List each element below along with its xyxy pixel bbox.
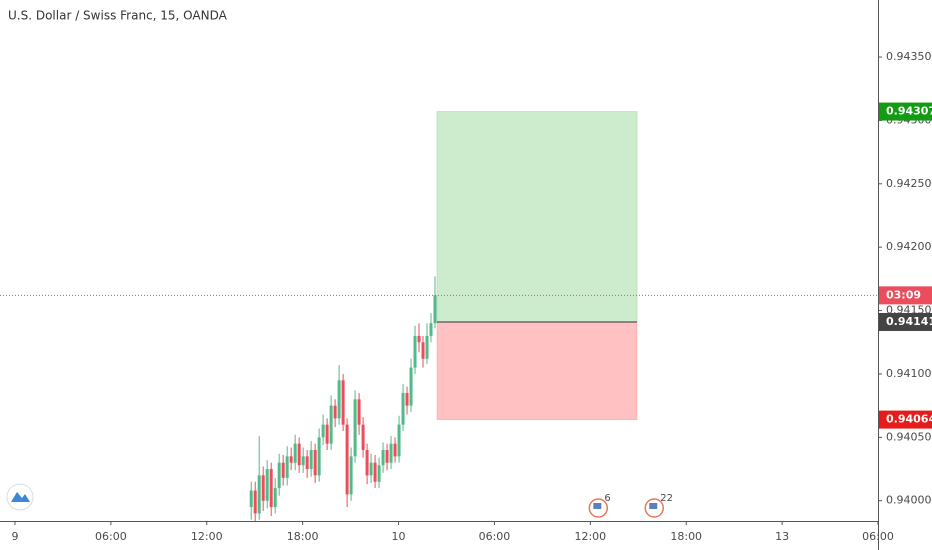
candle-body (429, 323, 433, 336)
candle-body (417, 335, 421, 343)
candle-body (261, 475, 265, 501)
profit-zone (436, 111, 638, 323)
x-tick-label: 06:00 (862, 530, 894, 543)
entry-label-bg (879, 312, 932, 331)
candle-body (381, 450, 385, 466)
candle-body (273, 488, 277, 508)
candle-body (409, 367, 413, 406)
candle-body (313, 450, 317, 476)
candle-body (325, 424, 329, 444)
entry-label: 0.94141 (886, 315, 932, 328)
y-tick-label: 0.94200 (886, 240, 932, 253)
x-tick-label: 10 (392, 530, 406, 543)
stop-label-bg (879, 410, 932, 429)
candle-body (369, 462, 373, 476)
x-tick-label: 06:00 (479, 530, 511, 543)
loss-zone (436, 321, 638, 420)
y-tick-label: 0.94350 (886, 50, 932, 63)
candle-body (357, 399, 361, 425)
event-count: 22 (660, 493, 673, 504)
x-tick-label: 18:00 (670, 530, 702, 543)
candle-body (349, 456, 353, 495)
candle-body (333, 405, 337, 419)
candle-body (373, 462, 377, 482)
candle-body (377, 465, 381, 482)
candle-body (401, 392, 405, 425)
x-tick-label: 06:00 (95, 530, 127, 543)
candle-body (297, 443, 301, 466)
candle-body (433, 295, 437, 324)
candle-body (389, 443, 393, 463)
y-tick-label: 0.94100 (886, 367, 932, 380)
candle-body (281, 462, 285, 478)
candle-body (321, 424, 325, 438)
target-label-bg (879, 102, 932, 121)
x-tick-label: 12:00 (574, 530, 606, 543)
candle-body (293, 443, 297, 463)
candle-body (337, 380, 341, 419)
event-count: 6 (604, 493, 610, 504)
y-tick-label: 0.94250 (886, 177, 932, 190)
candle-body (341, 380, 345, 425)
y-tick-label: 0.94050 (886, 430, 932, 443)
x-tick-label: 12:00 (191, 530, 223, 543)
logo-mark[interactable] (11, 492, 30, 502)
candle-body (289, 456, 293, 463)
plot-area (0, 111, 878, 521)
countdown-label-bg (879, 286, 932, 305)
candle-body (353, 399, 357, 457)
candle-body (249, 490, 253, 508)
candle-body (365, 450, 369, 476)
candle-body (361, 424, 365, 451)
candle-body (413, 335, 417, 368)
candle-body (301, 456, 305, 466)
candle-body (425, 335, 429, 359)
candle-body (329, 405, 333, 444)
x-tick-label: 18:00 (287, 530, 319, 543)
x-tick-label: 9 (11, 530, 18, 543)
stop-label: 0.94064 (886, 413, 932, 426)
candle-body (305, 456, 309, 470)
candle-body (421, 342, 425, 359)
logo[interactable] (6, 483, 34, 511)
candle-body (285, 456, 289, 478)
candle-body (257, 475, 261, 514)
countdown-label: 03:09 (886, 288, 921, 301)
event-flag (649, 503, 658, 509)
candle-body (345, 424, 349, 495)
candle-body (385, 450, 389, 463)
candle-body (393, 443, 397, 457)
target-label: 0.94307 (886, 105, 932, 118)
candle-body (269, 469, 273, 508)
candle-body (397, 424, 401, 457)
candle-body (253, 490, 257, 514)
candle-body (277, 462, 281, 489)
y-tick-label: 0.94000 (886, 494, 932, 507)
candle-body (405, 392, 409, 406)
candle-body (317, 437, 321, 476)
x-tick-label: 13 (775, 530, 789, 543)
chart-title: U.S. Dollar / Swiss Franc, 15, OANDA (8, 9, 228, 23)
candle-body (265, 469, 269, 501)
candle-body (309, 450, 313, 470)
event-flag (593, 503, 602, 509)
